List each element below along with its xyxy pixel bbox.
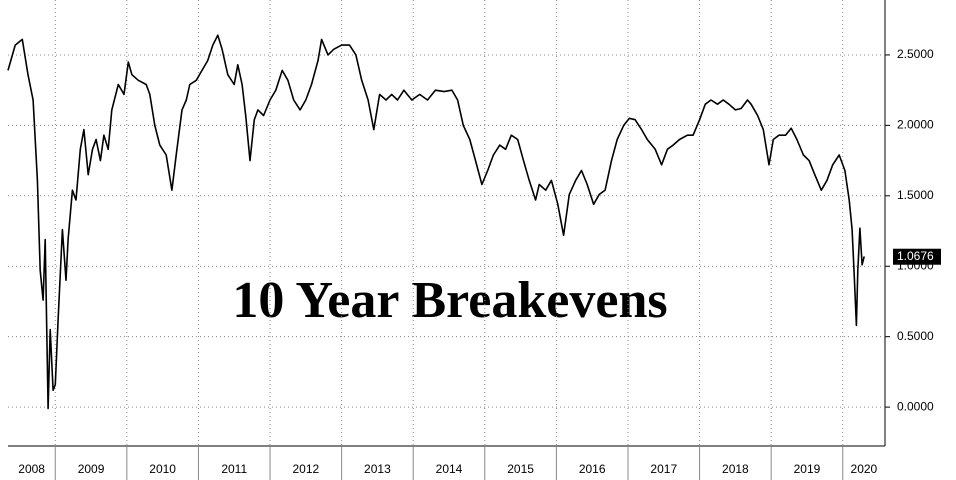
x-tick-label: 2014 xyxy=(436,462,463,476)
x-tick-label: 2015 xyxy=(507,462,534,476)
y-tick-label: 2.0000 xyxy=(897,118,934,132)
x-tick-label: 2018 xyxy=(722,462,749,476)
last-value-label: 1.0676 xyxy=(897,249,934,263)
x-tick-label: 2016 xyxy=(579,462,606,476)
x-tick-label: 2019 xyxy=(794,462,821,476)
y-tick-label: 1.5000 xyxy=(897,188,934,202)
last-value-box xyxy=(893,248,941,265)
x-tick-label: 2010 xyxy=(149,462,176,476)
x-tick-label: 2008 xyxy=(18,462,45,476)
x-tick-label: 2020 xyxy=(851,462,878,476)
y-tick-label: 0.0000 xyxy=(897,399,934,413)
y-tick-label: 0.5000 xyxy=(897,329,934,343)
y-tick-label: 2.5000 xyxy=(897,47,934,61)
x-tick-label: 2017 xyxy=(650,462,677,476)
chart-annotation: 10 Year Breakevens xyxy=(232,272,667,329)
x-tick-label: 2013 xyxy=(364,462,391,476)
x-tick-label: 2009 xyxy=(78,462,105,476)
data-line xyxy=(7,34,865,410)
x-tick-label: 2012 xyxy=(292,462,319,476)
x-tick-label: 2011 xyxy=(221,462,247,476)
